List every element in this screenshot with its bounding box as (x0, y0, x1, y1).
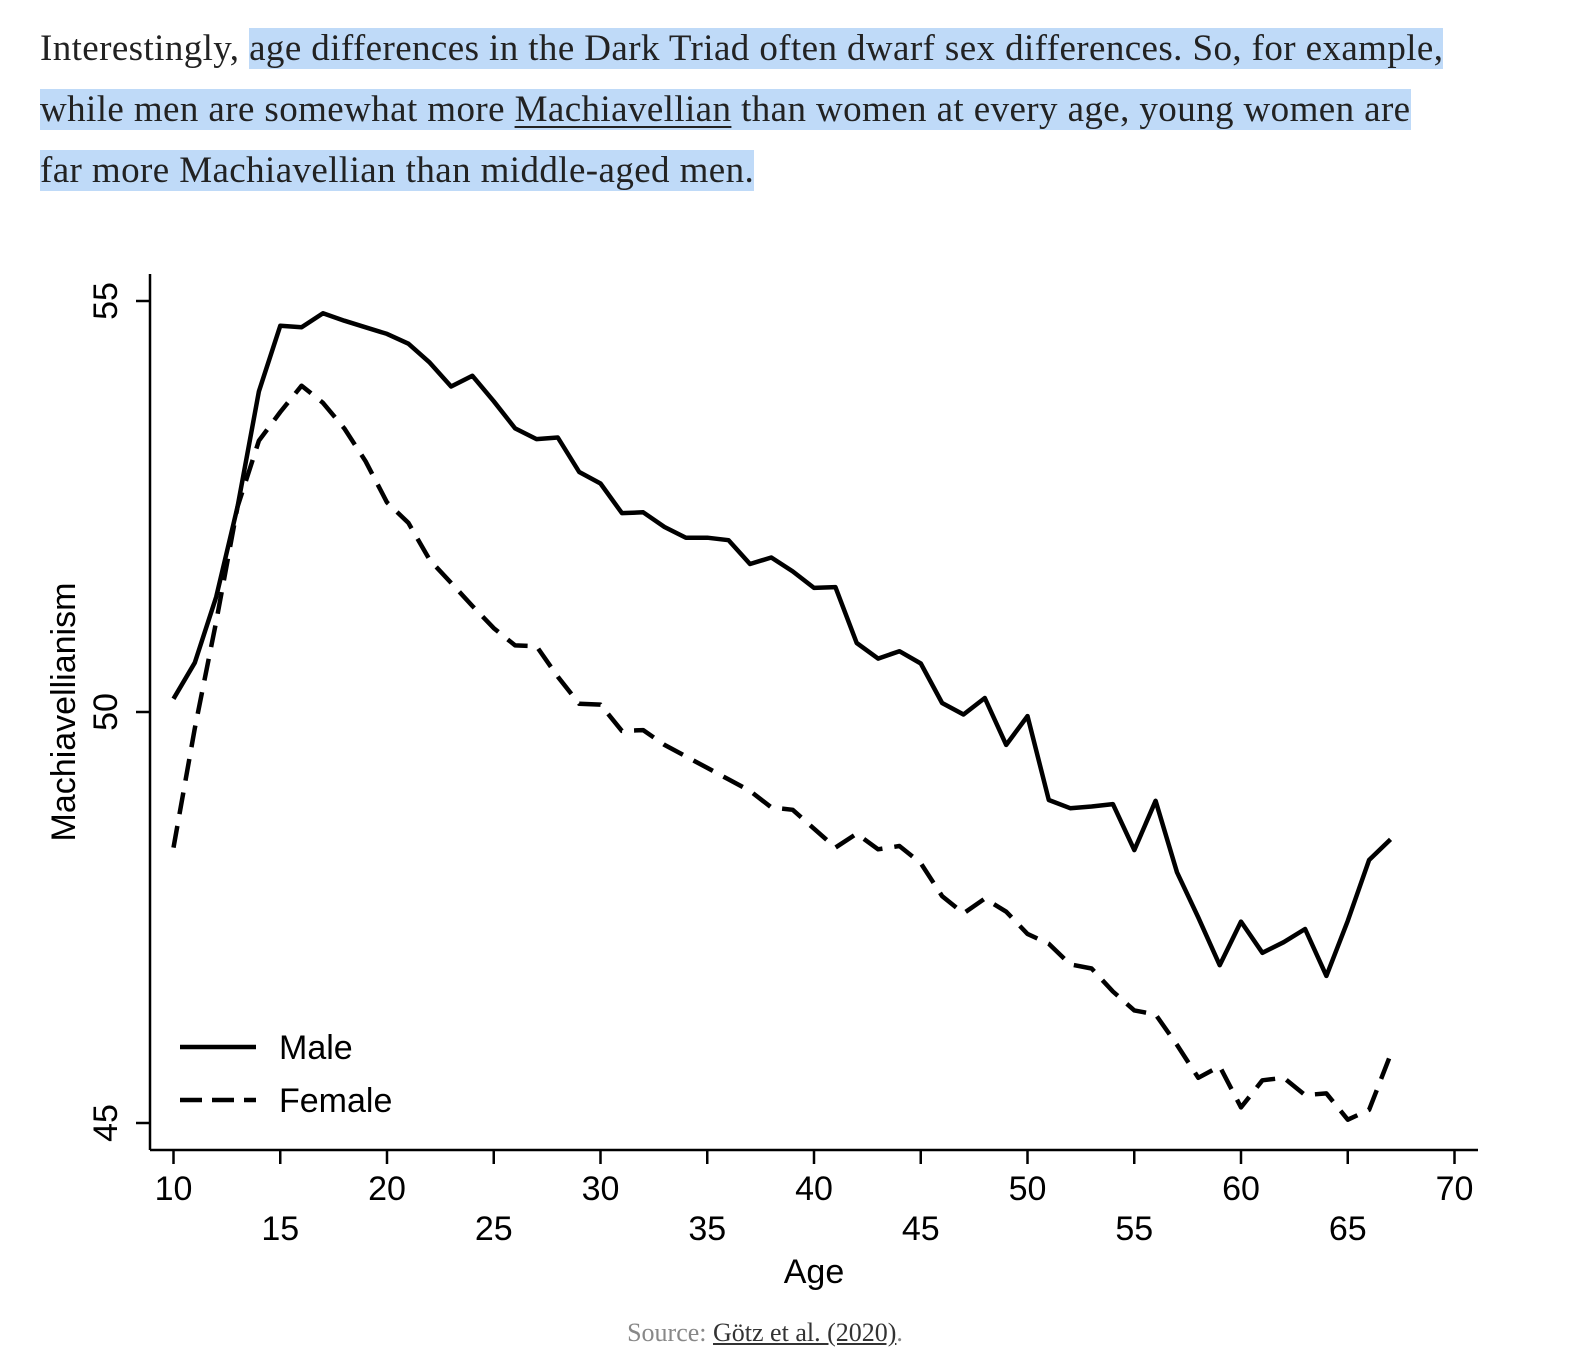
series-line-male (171, 311, 1393, 979)
highlight-text-2: than women at every age, young women are… (40, 89, 1411, 191)
series-line-female (171, 383, 1393, 1122)
chart-ticks: 10 20 30 40 50 60 70 15 25 35 45 55 65 45 50 55 (87, 282, 1473, 1248)
machiavellianism-chart: 10 20 30 40 50 60 70 15 25 35 45 55 65 45 50 55 Male Fem… (45, 274, 1478, 1291)
x-tick-label: 35 (688, 1210, 726, 1248)
machiavellian-link[interactable]: Machiavellian (514, 89, 732, 130)
x-tick-label: 30 (582, 1170, 620, 1208)
highlighted-selection: age differences in the Dark Triad often … (40, 28, 1444, 191)
caption-suffix: . (896, 1318, 903, 1347)
article-paragraph: Interestingly, age differences in the Da… (40, 18, 1460, 201)
y-tick-label: 50 (87, 693, 125, 731)
y-tick-label: 45 (87, 1104, 125, 1142)
x-tick-label: 10 (155, 1170, 193, 1208)
x-tick-label: 65 (1329, 1210, 1367, 1248)
x-tick-label: 60 (1222, 1170, 1260, 1208)
chart-caption: Source: Götz et al. (2020). (0, 1318, 1530, 1348)
x-axis-label: Age (784, 1253, 845, 1291)
x-tick-label: 50 (1009, 1170, 1047, 1208)
chart-axis-labels: Age Machiavellianism (45, 583, 844, 1291)
y-tick-label: 55 (87, 282, 125, 320)
caption-prefix: Source: (627, 1318, 714, 1347)
source-link[interactable]: Götz et al. (2020) (713, 1318, 897, 1347)
legend-label-male: Male (279, 1029, 353, 1067)
chart-axes (148, 274, 1478, 1152)
x-tick-label: 25 (475, 1210, 513, 1248)
x-tick-label: 55 (1115, 1210, 1153, 1248)
x-tick-label: 15 (261, 1210, 299, 1248)
x-tick-label: 40 (795, 1170, 833, 1208)
lead-text: Interestingly, (40, 28, 250, 69)
highlight-text-1: age differences in the Dark Triad often … (40, 28, 1444, 130)
chart-series (171, 311, 1393, 1122)
legend-label-female: Female (279, 1082, 392, 1120)
x-tick-label: 20 (368, 1170, 406, 1208)
x-tick-label: 70 (1436, 1170, 1474, 1208)
y-axis-label: Machiavellianism (45, 583, 83, 842)
x-tick-label: 45 (902, 1210, 940, 1248)
chart-legend: Male Female (180, 1029, 392, 1120)
